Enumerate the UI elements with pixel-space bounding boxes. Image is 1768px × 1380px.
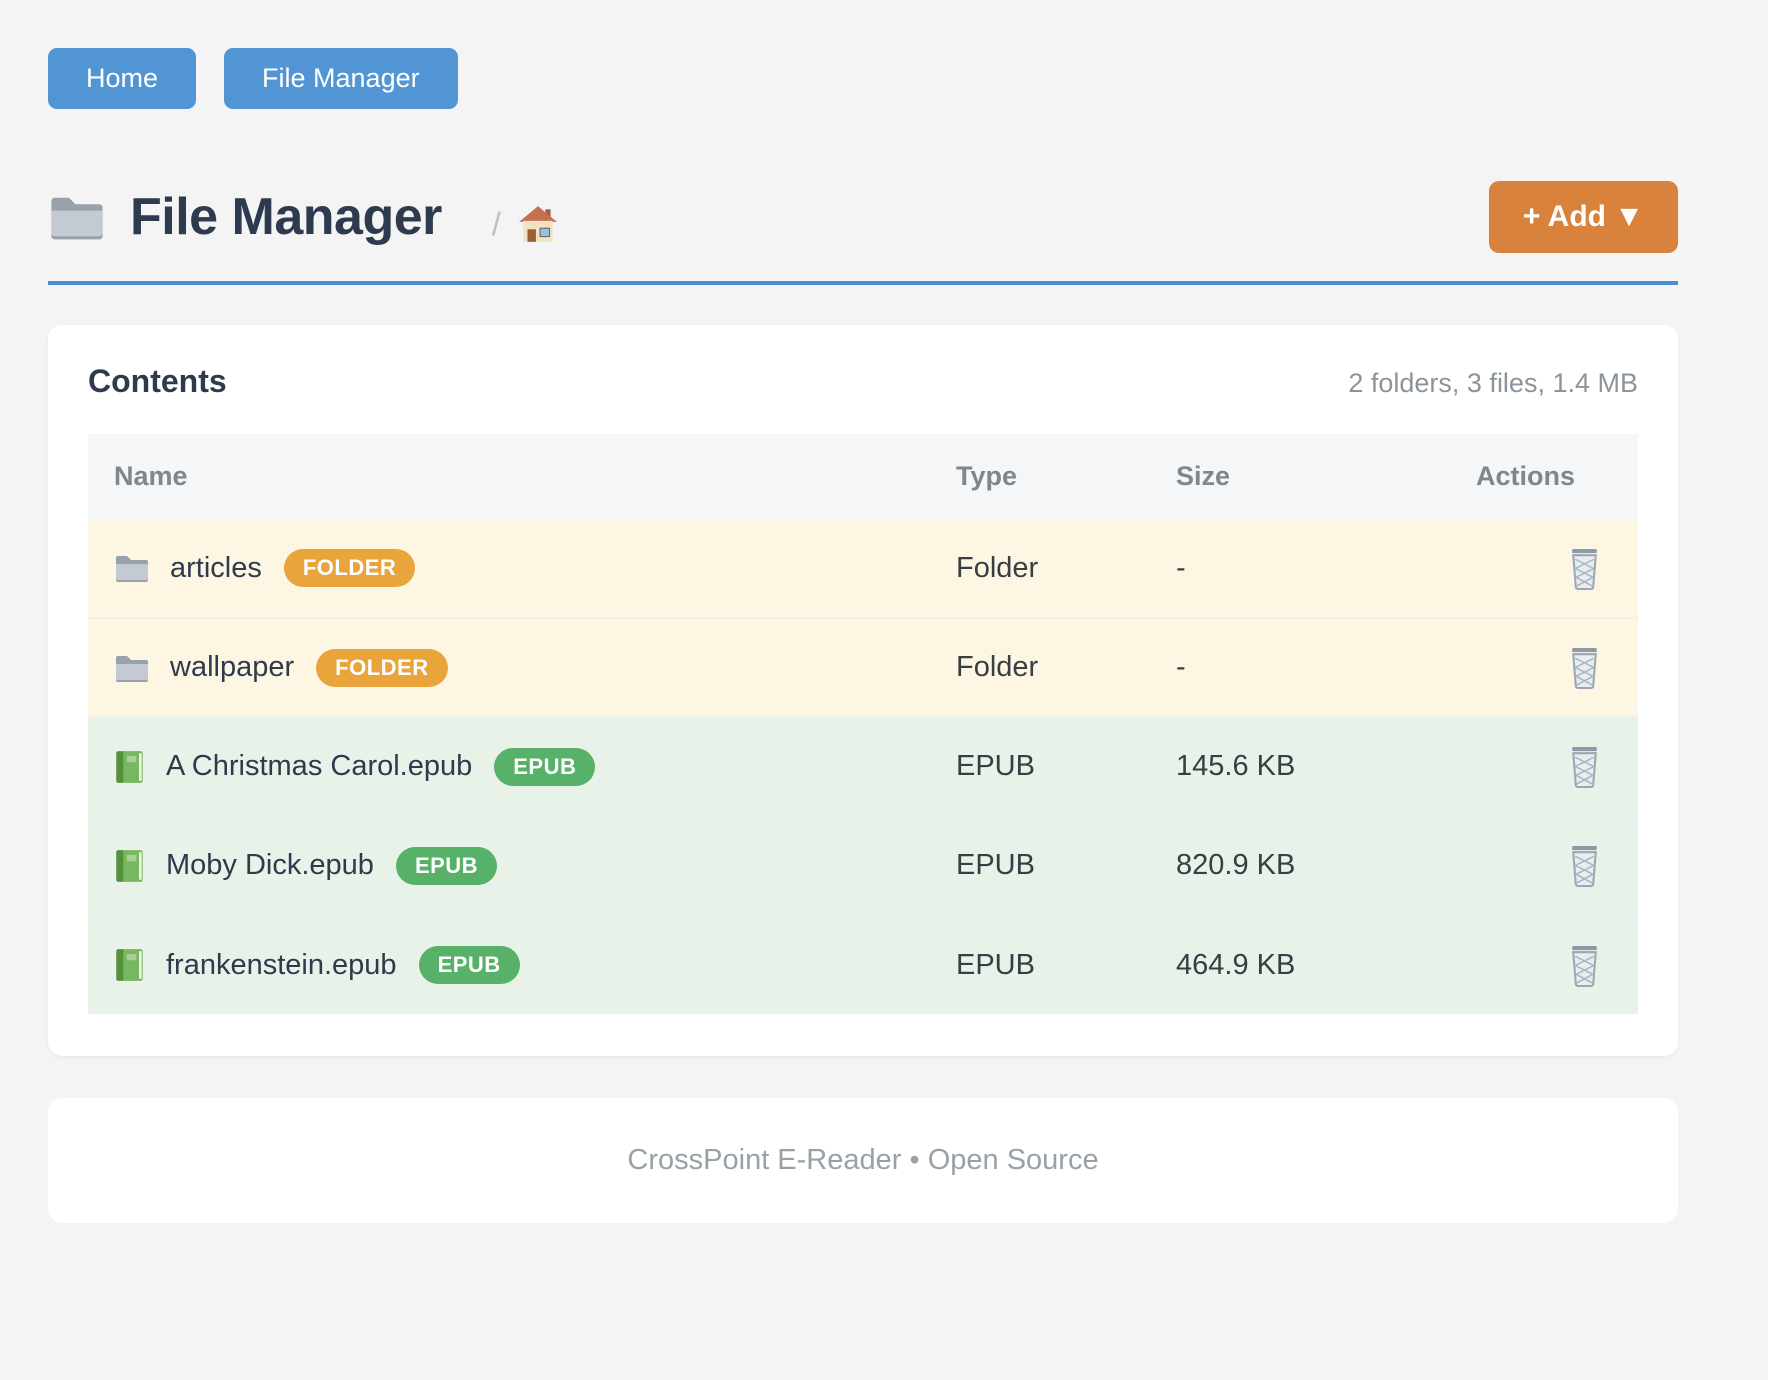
breadcrumb-separator: / [491, 205, 501, 242]
delete-button[interactable] [1566, 547, 1603, 590]
footer-text: CrossPoint E-Reader • Open Source [627, 1144, 1099, 1176]
column-header-type: Type [928, 434, 1148, 519]
contents-summary: 2 folders, 3 files, 1.4 MB [1348, 368, 1638, 398]
trash-icon [1566, 745, 1603, 788]
folder-icon [114, 653, 150, 683]
card-head: Contents 2 folders, 3 files, 1.4 MB [88, 363, 1638, 400]
trash-icon [1566, 646, 1603, 689]
table-body: articles FOLDER Folder - [88, 519, 1638, 1014]
type-badge: EPUB [395, 846, 498, 885]
type-badge: FOLDER [283, 549, 416, 587]
add-button[interactable]: + Add ▼ [1488, 181, 1678, 253]
nav-file-manager-button[interactable]: File Manager [224, 48, 458, 109]
file-size: - [1148, 617, 1448, 717]
file-name: A Christmas Carol.epub [166, 750, 473, 782]
folder-icon [114, 553, 150, 583]
file-name: Moby Dick.epub [166, 849, 374, 881]
file-type: Folder [928, 519, 1148, 618]
nav-home-button[interactable]: Home [48, 48, 197, 109]
file-size: 820.9 KB [1148, 815, 1448, 915]
book-icon [114, 749, 146, 785]
column-header-name: Name [88, 434, 928, 519]
book-icon [114, 947, 146, 983]
page: Home File Manager File Manager / [48, 48, 1678, 1223]
file-size: 464.9 KB [1148, 914, 1448, 1014]
delete-button[interactable] [1566, 944, 1603, 987]
table-row[interactable]: wallpaper FOLDER Folder - [88, 617, 1638, 717]
table-row[interactable]: articles FOLDER Folder - [88, 519, 1638, 618]
file-name: frankenstein.epub [166, 948, 397, 981]
top-nav: Home File Manager [48, 48, 1678, 109]
column-header-actions: Actions [1448, 434, 1638, 519]
delete-button[interactable] [1566, 745, 1603, 788]
file-type: EPUB [928, 716, 1148, 816]
trash-icon [1566, 844, 1603, 887]
file-type: EPUB [928, 914, 1148, 1014]
book-icon [114, 848, 146, 884]
table-row[interactable]: frankenstein.epub EPUB EPUB 464.9 KB [88, 914, 1638, 1014]
contents-title: Contents [88, 363, 227, 399]
contents-table: Name Type Size Actions [88, 434, 1638, 1014]
file-size: 145.6 KB [1148, 716, 1448, 816]
type-badge: FOLDER [316, 648, 448, 687]
file-type: Folder [928, 617, 1148, 717]
delete-button[interactable] [1566, 646, 1603, 689]
page-header: File Manager / + Add ▼ [48, 181, 1678, 253]
page-title: File Manager [130, 188, 442, 246]
home-icon[interactable] [517, 204, 559, 244]
file-name: wallpaper [170, 651, 295, 683]
contents-card: Contents 2 folders, 3 files, 1.4 MB Name… [48, 325, 1678, 1056]
file-name: articles [170, 551, 262, 584]
table-row[interactable]: A Christmas Carol.epub EPUB EPUB 145.6 K… [88, 716, 1638, 816]
table-row[interactable]: Moby Dick.epub EPUB EPUB 820.9 KB [88, 815, 1638, 915]
delete-button[interactable] [1566, 844, 1603, 887]
file-size: - [1148, 519, 1448, 618]
header-divider [48, 281, 1678, 285]
breadcrumb: / [492, 190, 559, 244]
table-header-row: Name Type Size Actions [88, 434, 1638, 519]
file-type: EPUB [928, 815, 1148, 915]
trash-icon [1566, 944, 1603, 987]
type-badge: EPUB [494, 747, 596, 786]
footer-card: CrossPoint E-Reader • Open Source [48, 1098, 1678, 1223]
column-header-size: Size [1148, 434, 1448, 519]
type-badge: EPUB [418, 946, 520, 984]
title-wrap: File Manager / [48, 187, 559, 247]
trash-icon [1566, 547, 1603, 590]
folder-icon [48, 193, 106, 241]
